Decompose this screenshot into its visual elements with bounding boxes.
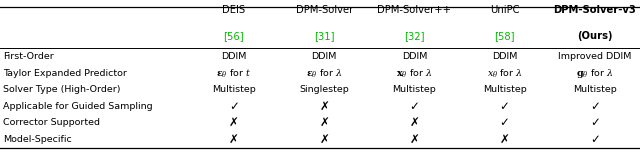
Text: DDIM: DDIM [221, 52, 246, 61]
Text: [56]: [56] [223, 31, 244, 41]
Text: ✗: ✗ [410, 116, 419, 129]
Text: ✗: ✗ [500, 133, 509, 146]
Text: ✗: ✗ [229, 116, 239, 129]
Text: Corrector Supported: Corrector Supported [3, 118, 100, 127]
Text: Taylor Expanded Predictor: Taylor Expanded Predictor [3, 69, 127, 78]
Text: DDIM: DDIM [492, 52, 517, 61]
Text: DDIM: DDIM [312, 52, 337, 61]
Text: ✗: ✗ [410, 133, 419, 146]
Text: ✗: ✗ [319, 133, 329, 146]
Text: $\mathbf{x}_\theta$ for $\lambda$: $\mathbf{x}_\theta$ for $\lambda$ [396, 67, 433, 80]
Text: ✗: ✗ [229, 133, 239, 146]
Text: ✓: ✓ [590, 100, 600, 113]
Text: $\mathbf{g}_\theta$ for $\lambda$: $\mathbf{g}_\theta$ for $\lambda$ [576, 67, 614, 80]
Text: ✓: ✓ [500, 116, 509, 129]
Text: $x_\theta$ for $\lambda$: $x_\theta$ for $\lambda$ [486, 67, 523, 80]
Text: [58]: [58] [494, 31, 515, 41]
Text: Solver Type (High-Order): Solver Type (High-Order) [3, 85, 121, 94]
Text: $\mathbf{\epsilon}_\theta$ for $\lambda$: $\mathbf{\epsilon}_\theta$ for $\lambda$ [306, 67, 342, 80]
Text: ✗: ✗ [319, 116, 329, 129]
Text: (Ours): (Ours) [577, 31, 612, 41]
Text: ✓: ✓ [590, 116, 600, 129]
Text: DPM-Solver++: DPM-Solver++ [378, 5, 451, 14]
Text: ✗: ✗ [319, 100, 329, 113]
Text: Model-Specific: Model-Specific [3, 135, 72, 144]
Text: Applicable for Guided Sampling: Applicable for Guided Sampling [3, 102, 153, 111]
Text: First-Order: First-Order [3, 52, 54, 61]
Text: Multistep: Multistep [573, 85, 617, 94]
Text: Multistep: Multistep [392, 85, 436, 94]
Text: ✓: ✓ [500, 100, 509, 113]
Text: DDIM: DDIM [402, 52, 427, 61]
Text: Singlestep: Singlestep [300, 85, 349, 94]
Text: [32]: [32] [404, 31, 425, 41]
Text: Multistep: Multistep [212, 85, 256, 94]
Text: DPM-Solver-v3: DPM-Solver-v3 [554, 5, 636, 14]
Text: ✓: ✓ [590, 133, 600, 146]
Text: DEIS: DEIS [222, 5, 246, 14]
Text: UniPC: UniPC [490, 5, 520, 14]
Text: ✓: ✓ [229, 100, 239, 113]
Text: DPM-Solver: DPM-Solver [296, 5, 353, 14]
Text: ✓: ✓ [410, 100, 419, 113]
Text: Multistep: Multistep [483, 85, 527, 94]
Text: [31]: [31] [314, 31, 335, 41]
Text: $\mathbf{\epsilon}_\theta$ for $t$: $\mathbf{\epsilon}_\theta$ for $t$ [216, 67, 252, 80]
Text: Improved DDIM: Improved DDIM [558, 52, 632, 61]
